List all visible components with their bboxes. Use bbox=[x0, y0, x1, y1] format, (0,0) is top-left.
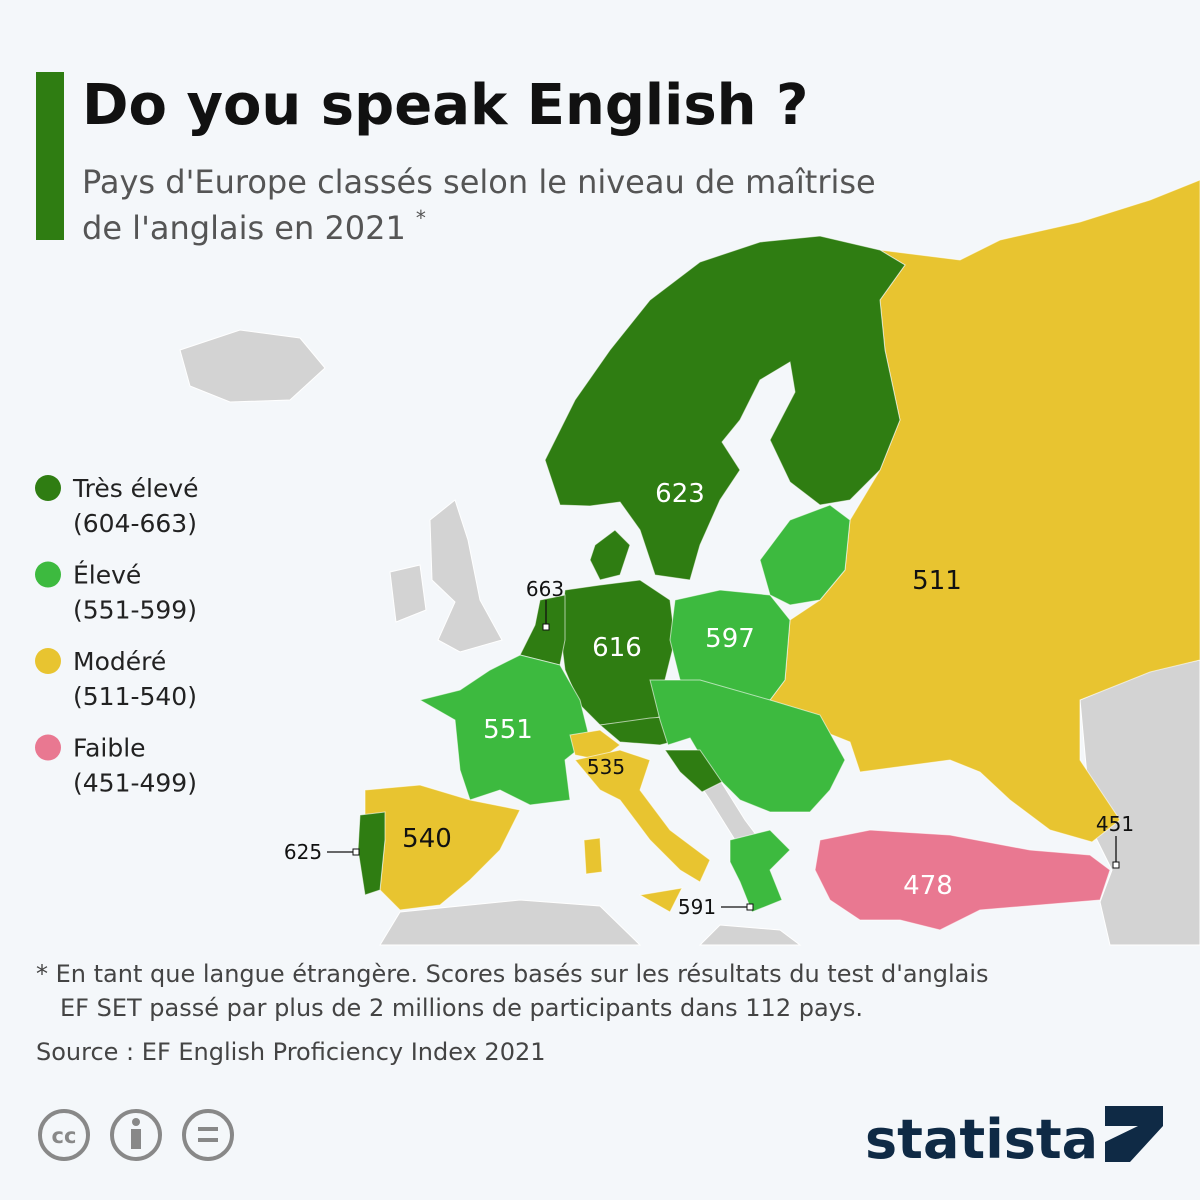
france bbox=[418, 654, 591, 806]
scandinavia bbox=[544, 235, 906, 581]
map-label: 451 bbox=[1096, 812, 1134, 836]
legend-swatch bbox=[35, 561, 61, 588]
north-africa bbox=[379, 899, 642, 946]
map-label: 597 bbox=[705, 624, 755, 654]
legend-swatch bbox=[35, 475, 61, 501]
sardinia bbox=[583, 837, 603, 875]
license-text: cc bbox=[52, 1124, 77, 1148]
brand-logo: statista bbox=[865, 1108, 1098, 1171]
leader-dot bbox=[352, 848, 360, 856]
map-label: 591 bbox=[678, 895, 716, 919]
map-label: 540 bbox=[402, 824, 452, 854]
greece bbox=[729, 829, 791, 913]
iceland bbox=[179, 329, 326, 403]
italy bbox=[574, 749, 711, 883]
leader-dot bbox=[1112, 861, 1120, 869]
croatia bbox=[664, 749, 723, 793]
denmark bbox=[589, 529, 631, 581]
leader-dot bbox=[746, 903, 754, 911]
baltics bbox=[759, 504, 851, 606]
map-label: 551 bbox=[483, 715, 533, 745]
legend-label: Modéré bbox=[73, 647, 166, 676]
legend-swatch bbox=[35, 648, 61, 674]
leader-dot bbox=[542, 623, 550, 631]
map bbox=[179, 179, 1200, 946]
sicily bbox=[638, 887, 683, 913]
title: Do you speak English ? bbox=[82, 73, 809, 138]
legend-range: (511-540) bbox=[73, 682, 197, 711]
subtitle-line: de l'anglais en 2021 bbox=[82, 209, 406, 247]
source: Source : EF English Proficiency Index 20… bbox=[36, 1038, 546, 1066]
map-label: 623 bbox=[655, 479, 705, 509]
footnote: * En tant que langue étrangère. Scores b… bbox=[36, 960, 989, 988]
map-label: 535 bbox=[587, 755, 625, 779]
attribution-icon bbox=[131, 1129, 141, 1149]
legend-range: (551-599) bbox=[73, 596, 197, 625]
brand-mark bbox=[1105, 1106, 1163, 1162]
central-europe bbox=[649, 679, 846, 813]
footnote: EF SET passé par plus de 2 millions de p… bbox=[60, 994, 863, 1022]
legend-label: Élevé bbox=[73, 561, 141, 590]
legend-range: (451-499) bbox=[73, 769, 197, 798]
legend-label: Faible bbox=[73, 734, 146, 763]
legend-label: Très élevé bbox=[72, 474, 199, 503]
legend: Très élevé (604-663) Élevé (551-599) Modéré (… bbox=[35, 474, 199, 798]
no-derivatives-icon bbox=[198, 1138, 218, 1142]
no-derivatives-icon bbox=[198, 1127, 218, 1131]
ireland bbox=[389, 564, 427, 623]
great-britain bbox=[429, 499, 503, 653]
turkey bbox=[814, 829, 1111, 931]
legend-swatch bbox=[35, 734, 61, 761]
subtitle: de l'anglais en 2021 * bbox=[82, 206, 426, 247]
map-label: 625 bbox=[284, 840, 322, 864]
asterisk: * bbox=[416, 206, 426, 230]
north-africa bbox=[698, 924, 802, 946]
no-derivatives-icon bbox=[182, 1109, 234, 1161]
map-label: 663 bbox=[526, 577, 564, 601]
attribution-icon bbox=[132, 1118, 140, 1126]
license-icon bbox=[38, 1109, 90, 1161]
subtitle: Pays d'Europe classés selon le niveau de… bbox=[82, 163, 876, 201]
attribution-icon bbox=[110, 1109, 162, 1161]
title-bar bbox=[36, 72, 64, 240]
legend-range: (604-663) bbox=[73, 509, 197, 538]
map-label: 511 bbox=[912, 566, 962, 596]
map-label: 616 bbox=[592, 633, 642, 663]
map-label: 478 bbox=[903, 871, 953, 901]
poland bbox=[669, 589, 791, 701]
